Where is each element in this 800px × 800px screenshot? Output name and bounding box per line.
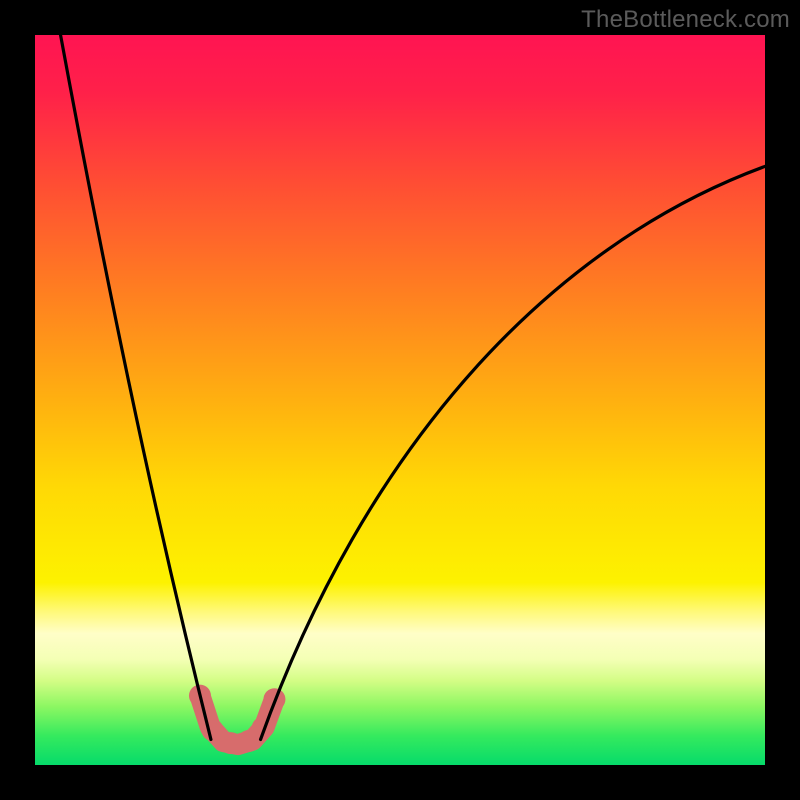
watermark-text: TheBottleneck.com xyxy=(581,6,790,34)
bottleneck-chart xyxy=(0,0,800,800)
figure-root: TheBottleneck.com xyxy=(0,0,800,800)
gradient-background xyxy=(35,35,765,765)
